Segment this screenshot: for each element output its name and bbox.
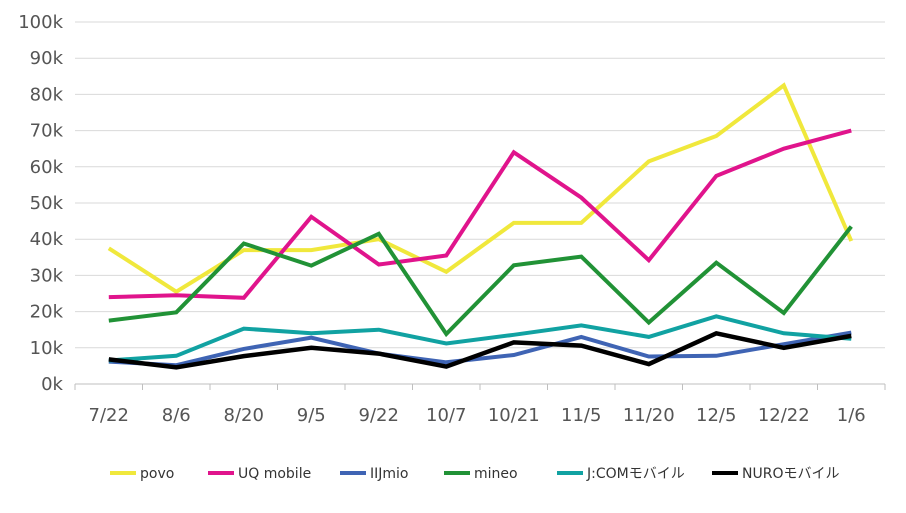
x-tick-label: 11/20 bbox=[623, 405, 675, 426]
legend-label: povo bbox=[140, 466, 174, 482]
y-tick-label: 10k bbox=[30, 338, 64, 359]
series-line-5 bbox=[108, 330, 852, 370]
series-line-2 bbox=[108, 330, 852, 368]
x-axis: 7/22 8/6 8/20 9/5 9/22 10/7 10/21 11/5 11/20 12/5… bbox=[74, 383, 886, 426]
legend-label: NUROモバイル bbox=[742, 466, 839, 482]
series-line-1 bbox=[108, 128, 852, 300]
x-tick-label: 11/5 bbox=[561, 405, 601, 426]
y-tick-label: 40k bbox=[30, 229, 64, 250]
legend: povo UQ mobile IIJmio mineo J:COMモバイル NUROモバイ… bbox=[110, 466, 839, 482]
x-tick-label: 12/5 bbox=[696, 405, 736, 426]
y-tick-label: 90k bbox=[30, 48, 64, 69]
x-tick-label: 7/22 bbox=[89, 405, 129, 426]
legend-label: IIJmio bbox=[370, 466, 408, 482]
series-lines bbox=[107, 82, 854, 370]
series-line-3 bbox=[108, 225, 853, 338]
y-tick-label: 50k bbox=[30, 193, 64, 214]
x-tick-label: 12/22 bbox=[758, 405, 810, 426]
x-tick-label: 8/20 bbox=[224, 405, 264, 426]
series-line-4 bbox=[108, 314, 852, 363]
legend-label: mineo bbox=[474, 466, 518, 482]
x-tick-label: 9/22 bbox=[359, 405, 399, 426]
x-tick-label: 10/21 bbox=[488, 405, 540, 426]
y-axis: 0k 10k 20k 30k 40k 50k 60k 70k 80k 90k 100k bbox=[18, 12, 63, 395]
y-tick-label: 20k bbox=[30, 302, 64, 323]
x-tick-label: 1/6 bbox=[837, 405, 866, 426]
y-tick-label: 70k bbox=[30, 121, 64, 142]
legend-label: J:COMモバイル bbox=[586, 466, 685, 482]
legend-label: UQ mobile bbox=[238, 466, 311, 482]
y-tick-label: 80k bbox=[30, 84, 64, 105]
x-tick-label: 9/5 bbox=[297, 405, 326, 426]
series-line-0 bbox=[107, 82, 854, 295]
y-tick-label: 60k bbox=[30, 157, 64, 178]
x-tick-label: 10/7 bbox=[426, 405, 466, 426]
y-tick-label: 0k bbox=[41, 374, 63, 395]
y-tick-label: 100k bbox=[18, 12, 63, 33]
y-tick-label: 30k bbox=[30, 265, 64, 286]
x-tick-label: 8/6 bbox=[162, 405, 191, 426]
